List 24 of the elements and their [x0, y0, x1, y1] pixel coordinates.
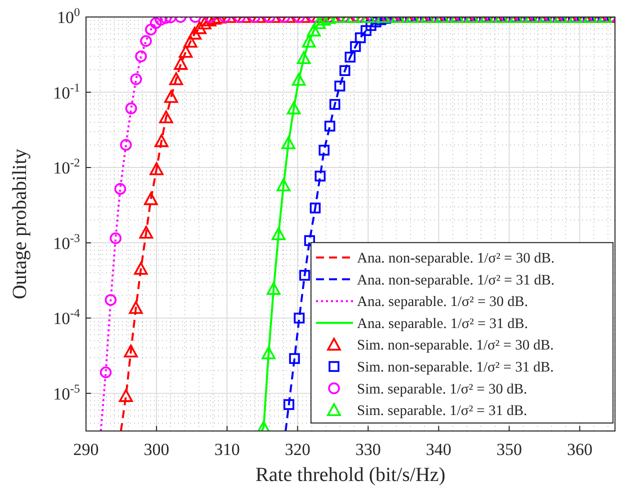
- x-tick-label: 310: [214, 440, 240, 459]
- x-tick-label: 360: [566, 440, 592, 459]
- x-tick-label: 330: [355, 440, 381, 459]
- legend-label: Ana. separable. 1/σ² = 31 dB.: [357, 316, 528, 332]
- x-tick-label: 340: [426, 440, 452, 459]
- legend-label: Sim. separable. 1/σ² = 30 dB.: [357, 381, 528, 398]
- y-tick-label: 10$^{-5}$: [53, 381, 80, 404]
- y-tick-label: 10$^{-2}$: [53, 156, 80, 178]
- legend-label: Ana. non-separable. 1/σ² = 31 dB.: [357, 272, 555, 288]
- y-tick-label: 10$^{-1}$: [53, 80, 80, 102]
- y-axis-title: Outage probability: [9, 148, 31, 300]
- y-tick-label: 10$^{-3}$: [53, 230, 80, 253]
- legend-label: Sim. non-separable. 1/σ² = 31 dB.: [357, 360, 554, 376]
- legend-label: Ana. non-separable. 1/σ² = 30 dB.: [357, 250, 555, 266]
- legend-label: Ana. separable. 1/σ² = 30 dB.: [357, 294, 528, 310]
- y-tick-label: 10$^{0}$: [57, 5, 80, 27]
- x-tick-label: 350: [496, 440, 522, 459]
- y-tick-label: 10$^{-4}$: [53, 306, 80, 328]
- x-axis-title: Rate threhold (bit/s/Hz): [256, 464, 446, 486]
- x-tick-label: 320: [284, 440, 310, 459]
- x-tick-label: 300: [144, 440, 170, 459]
- legend-label: Sim. separable. 1/σ² = 31 dB.: [357, 403, 528, 420]
- legend-label: Sim. non-separable. 1/σ² = 30 dB.: [357, 338, 554, 354]
- x-tick-label: 290: [73, 440, 99, 459]
